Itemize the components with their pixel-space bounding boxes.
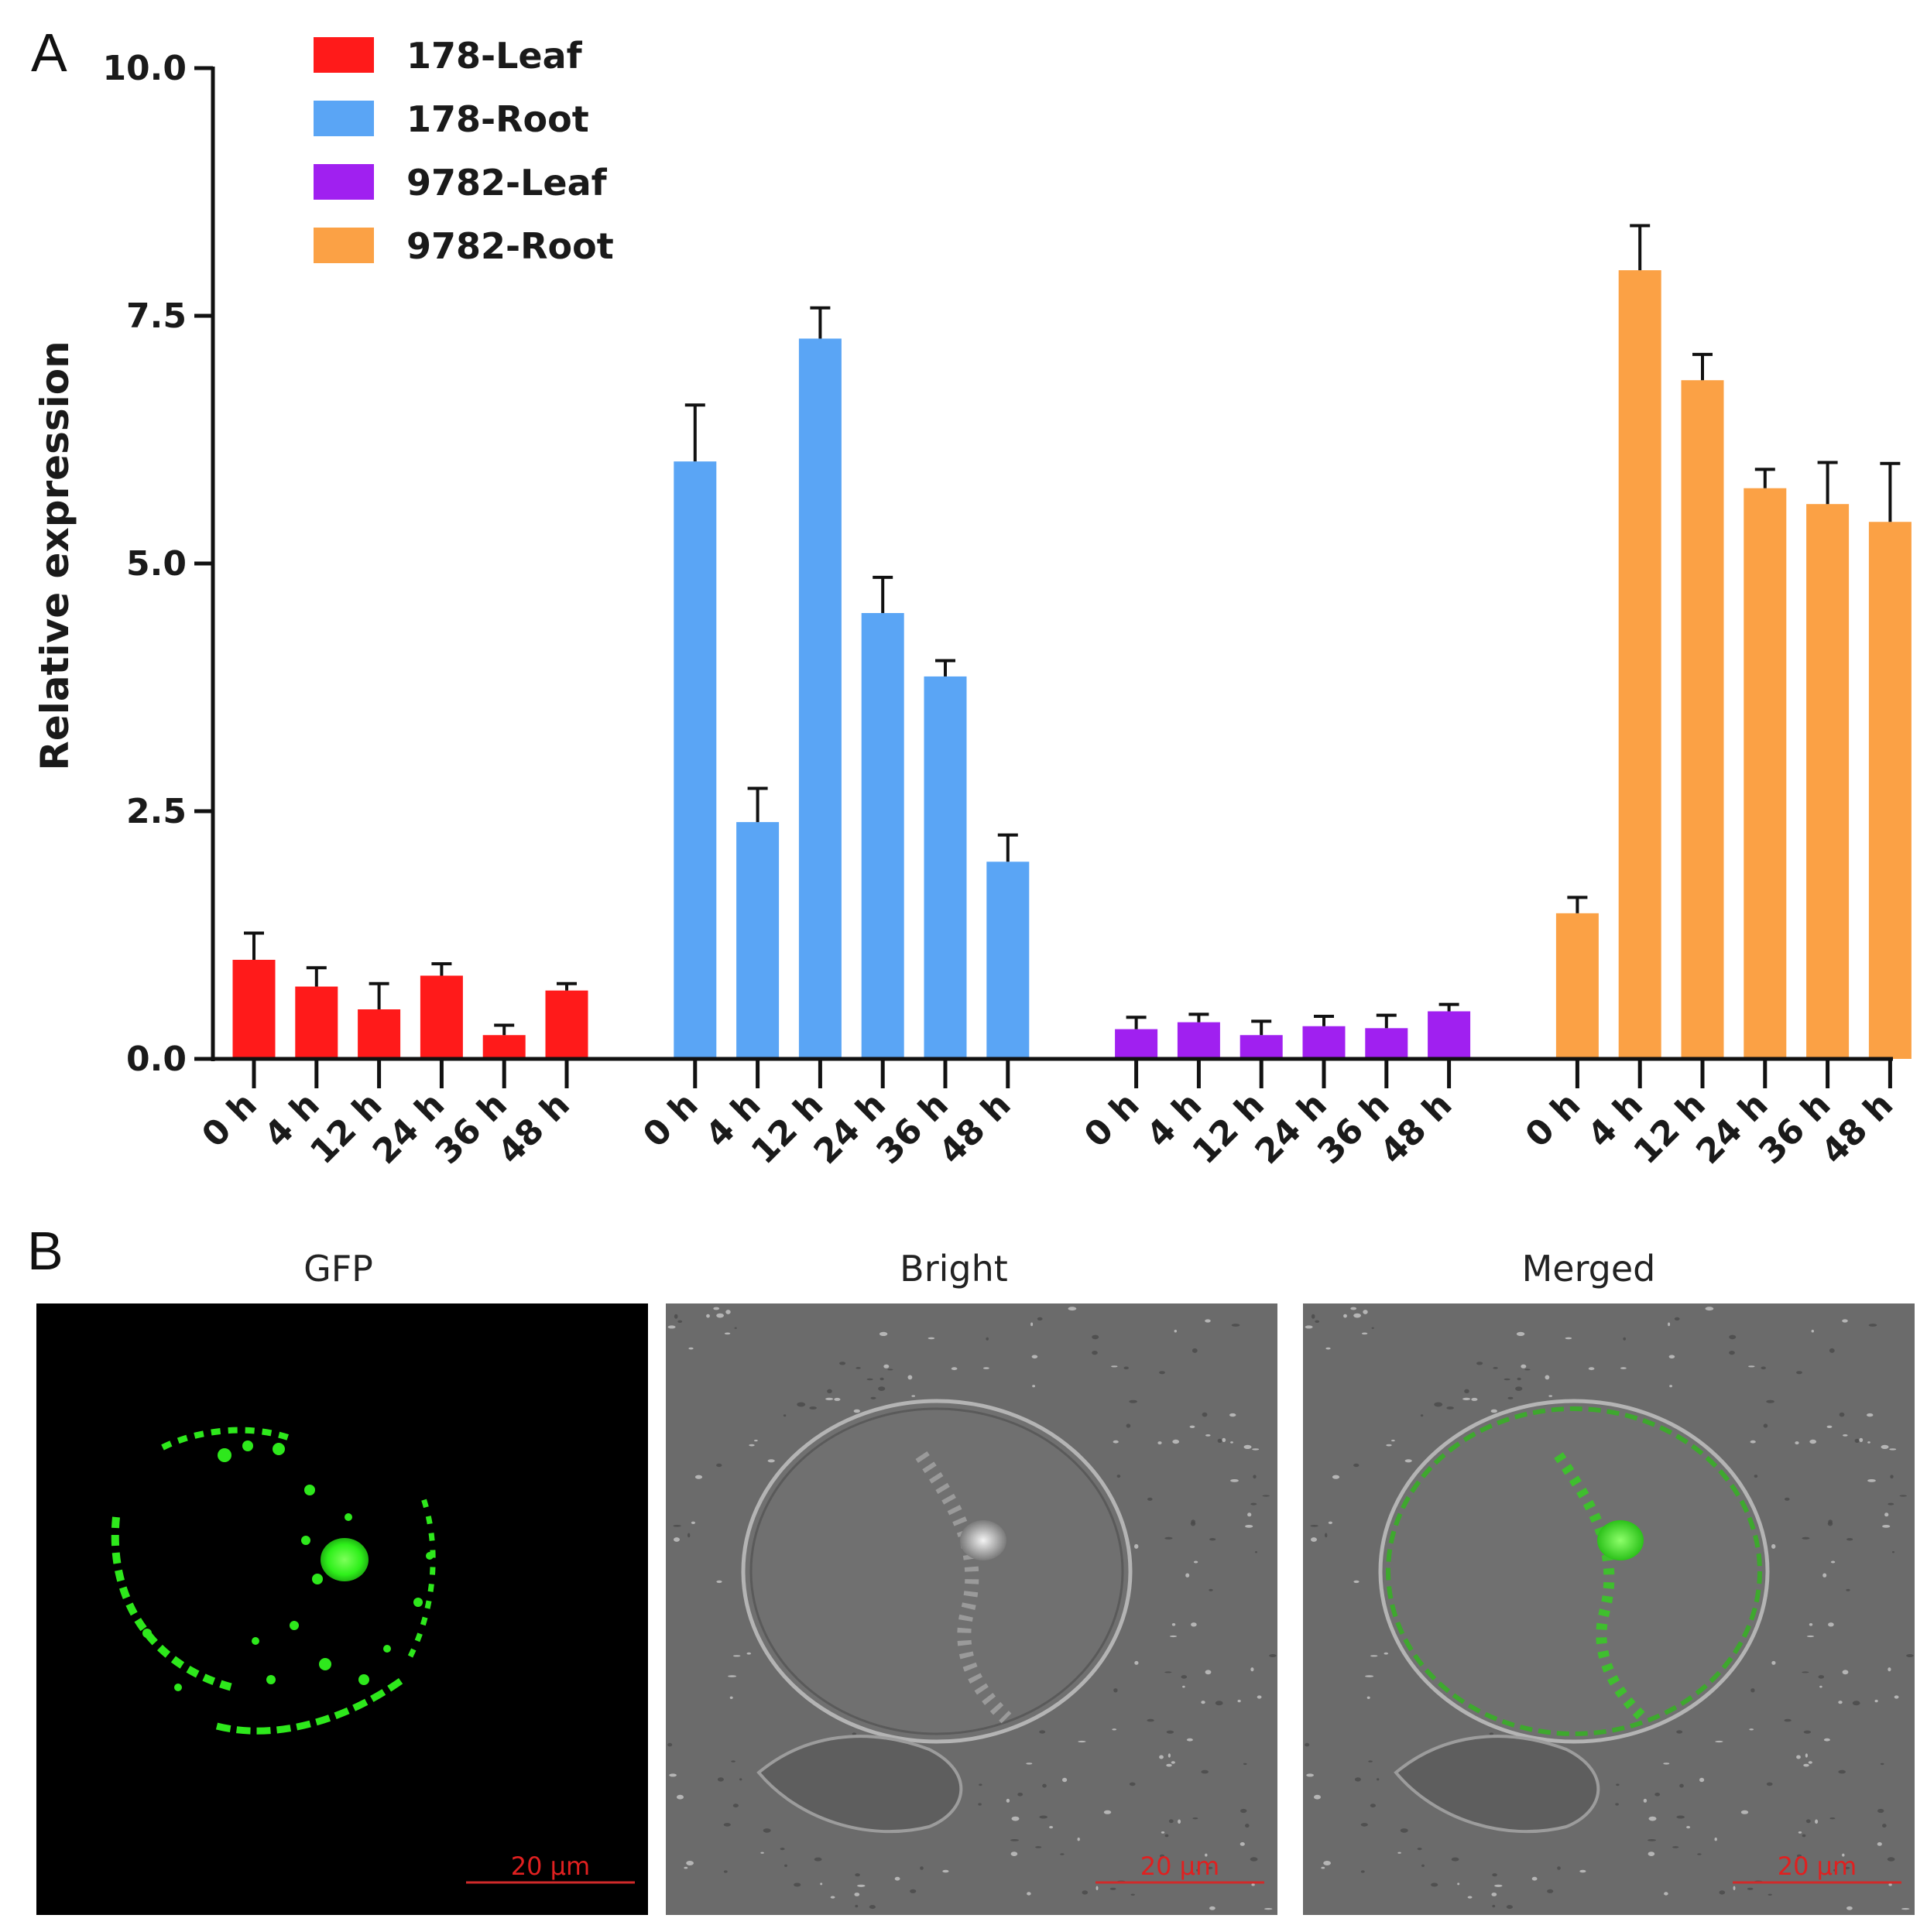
x-tick-label: 12 h xyxy=(303,1085,389,1172)
x-tick-label: 0 h xyxy=(194,1085,265,1156)
x-tick-label: 12 h xyxy=(1185,1085,1272,1172)
gfp-scale-label: 20 μm xyxy=(511,1852,590,1881)
y-tick-label: 10.0 xyxy=(102,49,187,88)
legend-label: 178-Leaf xyxy=(406,35,583,77)
legend-swatch xyxy=(314,164,374,200)
x-tick-label: 48 h xyxy=(490,1085,577,1172)
bar xyxy=(1302,1026,1346,1059)
bar xyxy=(736,822,780,1059)
merged-cell xyxy=(1378,1399,1770,1834)
bar xyxy=(295,986,338,1059)
bright-title: Bright xyxy=(900,1248,1008,1290)
x-tick-label: 36 h xyxy=(1310,1085,1397,1172)
x-tick-label: 24 h xyxy=(365,1085,452,1172)
bright-image: Bright 20 μm xyxy=(666,1248,1277,1915)
bar xyxy=(1806,504,1850,1059)
gfp-cell-signal xyxy=(111,1427,436,1735)
bar xyxy=(1115,1029,1158,1059)
x-tick-label: 48 h xyxy=(1814,1085,1901,1172)
y-tick-label: 0.0 xyxy=(126,1040,187,1079)
x-tick-label: 24 h xyxy=(1247,1085,1334,1172)
x-tick-label: 0 h xyxy=(636,1085,706,1156)
merged-scale-label: 20 μm xyxy=(1778,1852,1857,1881)
bar xyxy=(1744,488,1787,1059)
legend-swatch xyxy=(314,228,374,263)
bar xyxy=(1365,1028,1408,1059)
x-tick-label: 36 h xyxy=(869,1085,955,1172)
bar xyxy=(232,960,276,1059)
bar xyxy=(1177,1022,1220,1059)
bars xyxy=(232,270,1912,1059)
bar xyxy=(482,1035,526,1059)
merged-title: Merged xyxy=(1522,1248,1656,1290)
bar xyxy=(1240,1035,1283,1059)
bar xyxy=(674,461,717,1059)
y-tick-label: 5.0 xyxy=(126,544,187,584)
bar xyxy=(1428,1011,1471,1059)
x-tick-label: 0 h xyxy=(1077,1085,1147,1156)
gfp-title: GFP xyxy=(303,1248,373,1290)
x-tick-label: 24 h xyxy=(1689,1085,1775,1172)
bar xyxy=(1681,380,1724,1059)
y-tick-label: 7.5 xyxy=(126,296,187,336)
bar xyxy=(861,613,904,1059)
bar xyxy=(924,676,967,1059)
bar xyxy=(986,862,1030,1059)
bar-chart: Relative expression 0.0 2.5 5.0 7.5 10.0 0 h… xyxy=(33,35,1912,1172)
panel-b-letter: B xyxy=(27,1221,63,1281)
gfp-image: GFP 20 μm xyxy=(36,1248,648,1915)
bar xyxy=(545,990,588,1059)
bright-scale-label: 20 μm xyxy=(1140,1852,1219,1881)
x-tick-label: 0 h xyxy=(1517,1085,1588,1156)
legend-swatch xyxy=(314,101,374,136)
panel-a-letter: A xyxy=(31,22,67,83)
bright-cell xyxy=(741,1399,1133,1834)
y-axis-title: Relative expression xyxy=(33,341,77,770)
legend-swatch xyxy=(314,37,374,73)
bar xyxy=(1868,522,1912,1059)
merged-specks xyxy=(1305,1307,1914,1910)
bar xyxy=(1618,270,1661,1059)
bar xyxy=(420,975,463,1059)
legend-label: 9782-Root xyxy=(406,225,614,267)
bar xyxy=(358,1009,401,1059)
bar xyxy=(798,338,842,1059)
bar xyxy=(1555,913,1599,1059)
legend-label: 9782-Leaf xyxy=(406,162,608,204)
x-tick-label: 12 h xyxy=(1626,1085,1713,1172)
x-tick-label: 12 h xyxy=(744,1085,831,1172)
legend-label: 178-Root xyxy=(406,98,589,140)
legend: 178-Leaf 178-Root 9782-Leaf 9782-Root xyxy=(314,35,614,267)
x-tick-label: 48 h xyxy=(1373,1085,1459,1172)
x-tick-label: 48 h xyxy=(931,1085,1018,1172)
error-bars xyxy=(244,224,1901,1036)
x-tick-label: 24 h xyxy=(807,1085,893,1172)
y-tick-label: 2.5 xyxy=(126,792,187,831)
merged-image: Merged 20 μm xyxy=(1303,1248,1915,1915)
x-tick-label: 36 h xyxy=(1751,1085,1838,1172)
y-axis: 0.0 2.5 5.0 7.5 10.0 xyxy=(102,49,215,1079)
x-tick-label: 36 h xyxy=(428,1085,515,1172)
